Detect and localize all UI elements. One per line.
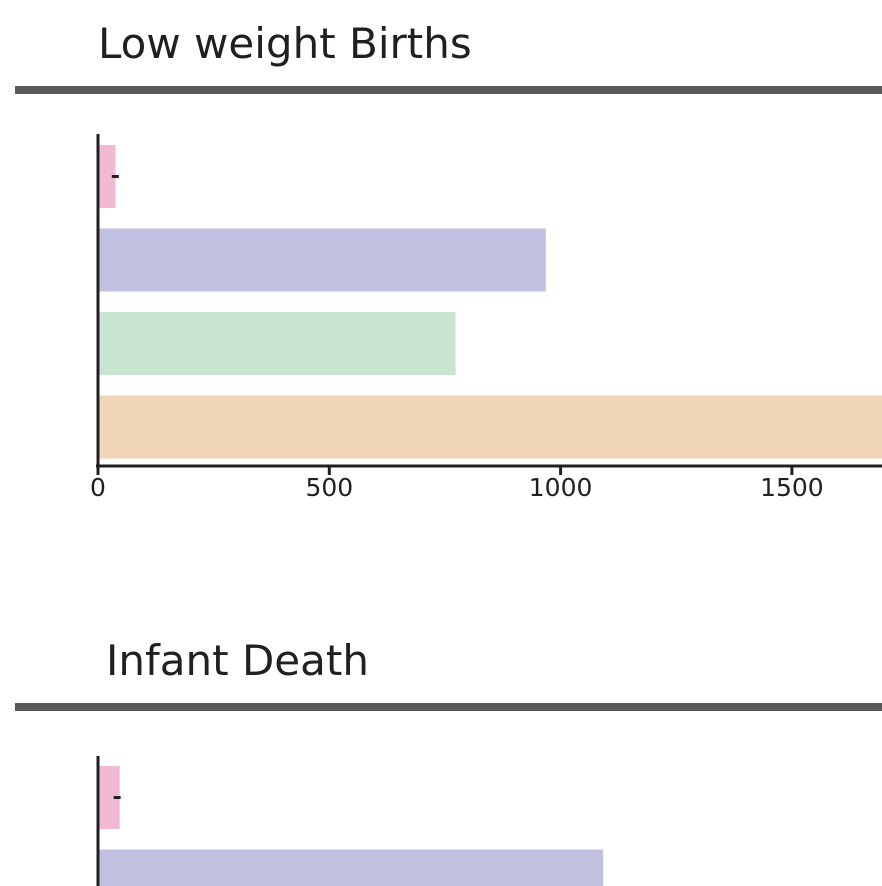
chart-panel-low-weight-births: Low weight Births 0 500 1000 1500 — [15, 19, 882, 502]
title-rule — [15, 703, 882, 711]
x-tick-label-group: 0 500 1000 1500 — [90, 473, 824, 502]
bar-group — [98, 145, 882, 459]
x-tick-label: 1000 — [529, 473, 593, 502]
x-tick-label: 500 — [305, 473, 353, 502]
bar — [98, 395, 882, 459]
bar — [98, 228, 546, 292]
chart-panel-infant-death: Infant Death — [15, 636, 882, 886]
bar — [98, 312, 456, 375]
chart-title: Infant Death — [106, 636, 369, 685]
bar — [98, 849, 604, 886]
bar — [98, 766, 120, 829]
bar — [98, 145, 116, 208]
x-tick-label: 1500 — [760, 473, 824, 502]
chart-title: Low weight Births — [98, 19, 472, 68]
title-rule — [15, 86, 882, 94]
x-tick-label: 0 — [90, 473, 106, 502]
x-tick-group — [96, 466, 794, 475]
bar-group — [98, 766, 604, 886]
